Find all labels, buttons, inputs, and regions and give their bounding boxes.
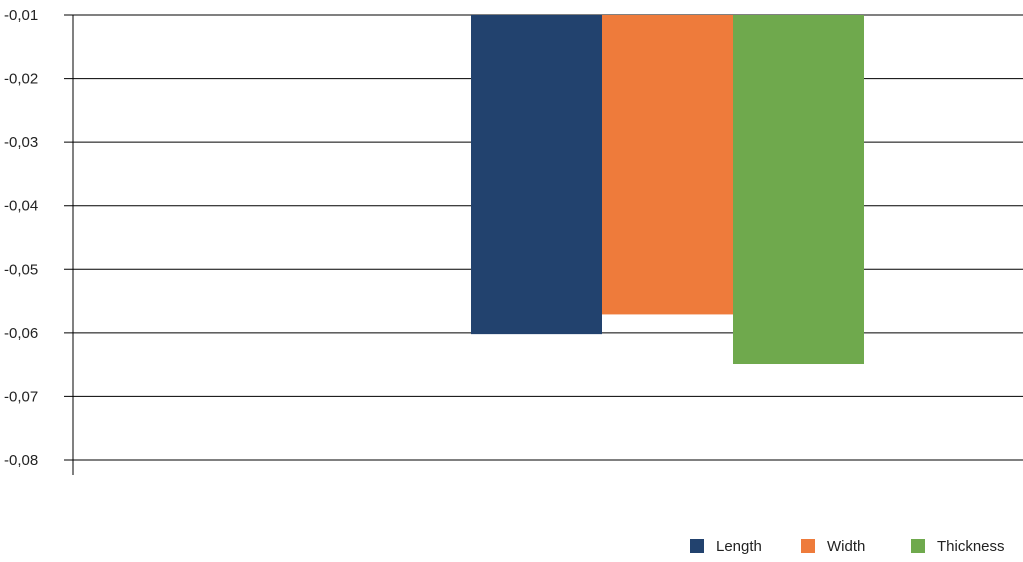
- y-tick-label: -0,08: [4, 452, 38, 469]
- legend-swatch-width: [801, 539, 815, 553]
- bar-thickness: [733, 15, 864, 365]
- y-tick-label: -0,03: [4, 134, 38, 151]
- bars: [471, 15, 864, 365]
- legend-label-width: Width: [827, 538, 865, 555]
- legend: Length Width Thickness: [690, 538, 1005, 555]
- y-tick-label: -0,01: [4, 7, 38, 24]
- y-tick-label: -0,07: [4, 388, 38, 405]
- legend-label-thickness: Thickness: [937, 538, 1005, 555]
- y-axis-ticks: -0,01 -0,02 -0,03 -0,04 -0,05 -0,06 -0,07 -0,08: [4, 7, 38, 469]
- y-tick-label: -0,05: [4, 261, 38, 278]
- y-tick-label: -0,04: [4, 198, 38, 215]
- y-tick-label: -0,02: [4, 71, 38, 88]
- legend-label-length: Length: [716, 538, 762, 555]
- y-tick-label: -0,06: [4, 325, 38, 342]
- bar-length: [471, 15, 602, 335]
- bar-width: [602, 15, 733, 315]
- legend-swatch-thickness: [911, 539, 925, 553]
- legend-swatch-length: [690, 539, 704, 553]
